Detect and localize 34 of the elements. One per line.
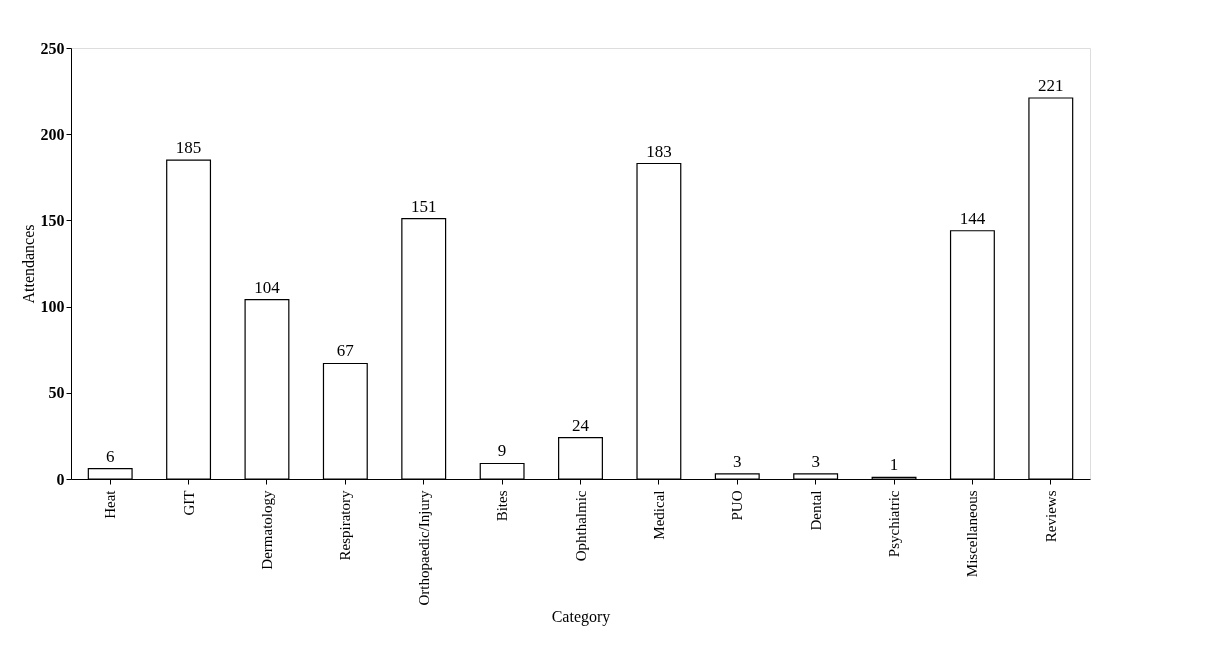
x-tick-label: Reviews <box>1042 490 1059 543</box>
y-tick-label: 100 <box>40 298 65 316</box>
data-label: 151 <box>410 196 437 216</box>
data-label: 104 <box>254 277 281 297</box>
data-label: 3 <box>733 451 742 471</box>
data-label: 9 <box>497 441 507 461</box>
x-tick-label: Ophthalmic <box>572 490 589 562</box>
x-tick-label: Miscellaneous <box>964 490 981 578</box>
data-label: 67 <box>336 341 355 361</box>
data-label: 6 <box>105 446 115 466</box>
x-tick-label: Bites <box>494 490 511 522</box>
data-label: 1 <box>889 455 899 475</box>
x-tick-label: Psychiatric <box>886 490 903 558</box>
y-tick-label: 0 <box>56 470 65 488</box>
data-label: 185 <box>175 138 202 158</box>
x-tick-label: Heat <box>102 489 119 519</box>
y-axis-title: Attendances <box>19 224 37 304</box>
data-label: 24 <box>572 415 590 435</box>
x-tick-label: Dermatology <box>258 490 275 570</box>
y-tick-label: 200 <box>40 125 65 143</box>
x-tick-label: PUO <box>729 490 746 521</box>
y-tick-label: 250 <box>40 39 65 57</box>
data-label: 221 <box>1038 76 1064 95</box>
y-tick-label: 50 <box>48 384 65 402</box>
x-tick-label: Medical <box>650 490 667 540</box>
x-tick-label: Respiratory <box>337 490 354 561</box>
x-tick-label: Dental <box>807 490 824 531</box>
data-label: 144 <box>959 208 986 228</box>
y-tick-label: 150 <box>40 211 65 229</box>
x-tick-label: Orthopaedic/Injury <box>415 490 432 606</box>
data-label: 183 <box>646 141 672 161</box>
data-label: 3 <box>811 451 820 471</box>
x-axis-title: Category <box>551 608 611 627</box>
x-tick-label: GIT <box>180 490 197 516</box>
